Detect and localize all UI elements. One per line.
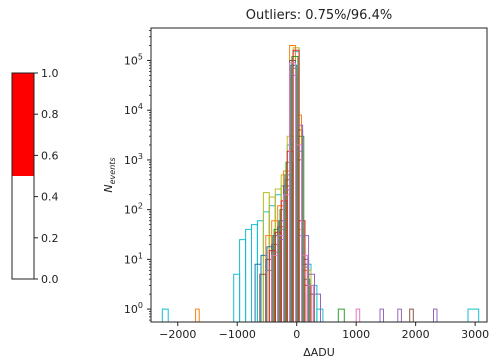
colorbar-tick-label: 0.0	[41, 273, 59, 286]
histogram-bar	[337, 308, 345, 322]
x-tick-label: 3000	[461, 328, 489, 341]
x-axis-label: ΔADU	[303, 346, 335, 359]
colorbar-tick-label: 1.0	[41, 67, 59, 80]
colorbar-tick-label: 0.8	[41, 108, 59, 121]
y-tick-label-exponent: 3	[138, 152, 143, 161]
colorbar: 0.0 0.2 0.4 0.6 0.8 1.0	[11, 67, 59, 286]
colorbar-tick-label: 0.2	[41, 232, 59, 245]
histogram-bar	[310, 284, 318, 322]
y-tick-label-exponent: 1	[138, 251, 143, 260]
colorbar-tick-label: 0.6	[41, 149, 59, 162]
y-tick-label-exponent: 4	[138, 102, 143, 111]
histogram-bar	[433, 308, 438, 322]
x-tick-label: 1000	[342, 328, 370, 341]
y-tick-label-base: 10	[124, 154, 138, 167]
y-tick-label-base: 10	[124, 54, 138, 67]
histogram-series-0	[161, 51, 480, 322]
histogram-bar	[239, 239, 247, 322]
y-axis-label-main: N	[102, 184, 115, 192]
histogram-series-7	[259, 60, 414, 322]
x-axis-ticks: −2000 −1000 0 1000 2000 3000	[159, 322, 489, 341]
histogram-bar	[314, 293, 321, 322]
histogram-bar	[233, 273, 241, 322]
chart-title: Outliers: 0.75%/96.4%	[246, 8, 392, 23]
y-tick-label-exponent: 2	[138, 202, 143, 211]
colorbar-frame	[11, 72, 35, 280]
histogram-bar	[379, 308, 384, 322]
colorbar-ticks: 0.0 0.2 0.4 0.6 0.8 1.0	[34, 67, 59, 286]
histogram-bar	[355, 308, 361, 322]
y-axis-label: Nevents	[102, 157, 117, 192]
colorbar-tick-label: 0.4	[41, 191, 59, 204]
y-tick-label-base: 10	[124, 204, 138, 217]
histogram-bar	[292, 49, 300, 322]
histogram-bar	[303, 278, 311, 322]
y-tick-label-base: 10	[124, 253, 138, 266]
histogram-bar	[467, 308, 480, 322]
y-tick-label: 102	[124, 202, 143, 217]
histogram-bar	[409, 308, 414, 322]
y-tick-label: 104	[124, 102, 143, 117]
histogram: Outliers: 0.75%/96.4% −2000 −1000 0 1000 200…	[102, 8, 489, 359]
colorbar-segment-0	[12, 176, 34, 279]
y-tick-label: 103	[124, 152, 143, 167]
histogram-bar	[397, 308, 402, 322]
histogram-bar	[296, 150, 304, 322]
histogram-bar	[251, 224, 258, 322]
histogram-bar	[256, 220, 264, 322]
y-tick-label-base: 10	[124, 104, 138, 117]
x-tick-label: 0	[293, 328, 300, 341]
histogram-series-9	[266, 67, 315, 322]
histogram-bar	[262, 211, 270, 322]
histogram-series-8	[271, 62, 361, 322]
y-tick-label-base: 10	[124, 303, 138, 316]
histogram-bar	[308, 293, 315, 322]
colorbar-segments	[12, 73, 34, 279]
histogram-bar	[316, 308, 324, 322]
y-tick-label: 105	[124, 52, 143, 67]
y-tick-label-exponent: 0	[138, 301, 143, 310]
histogram-series-4	[273, 56, 345, 322]
histogram-bar	[245, 228, 252, 322]
y-tick-label-exponent: 5	[138, 52, 143, 61]
x-tick-label: −1000	[219, 328, 256, 341]
y-tick-label: 100	[124, 301, 143, 316]
histogram-bar	[295, 144, 302, 322]
histogram-bar	[195, 308, 200, 322]
histogram-series	[161, 45, 480, 322]
y-axis-label-sub: events	[108, 157, 117, 184]
histogram-bar	[306, 284, 314, 322]
histogram-bar	[298, 220, 306, 322]
colorbar-segment-1	[12, 73, 34, 176]
x-tick-label: −2000	[159, 328, 196, 341]
x-tick-label: 2000	[402, 328, 430, 341]
histogram-series-5	[268, 49, 312, 322]
plot-frame	[150, 27, 488, 323]
histogram-bar	[161, 308, 169, 322]
y-tick-label: 101	[124, 251, 143, 266]
histogram-bar	[297, 135, 305, 322]
